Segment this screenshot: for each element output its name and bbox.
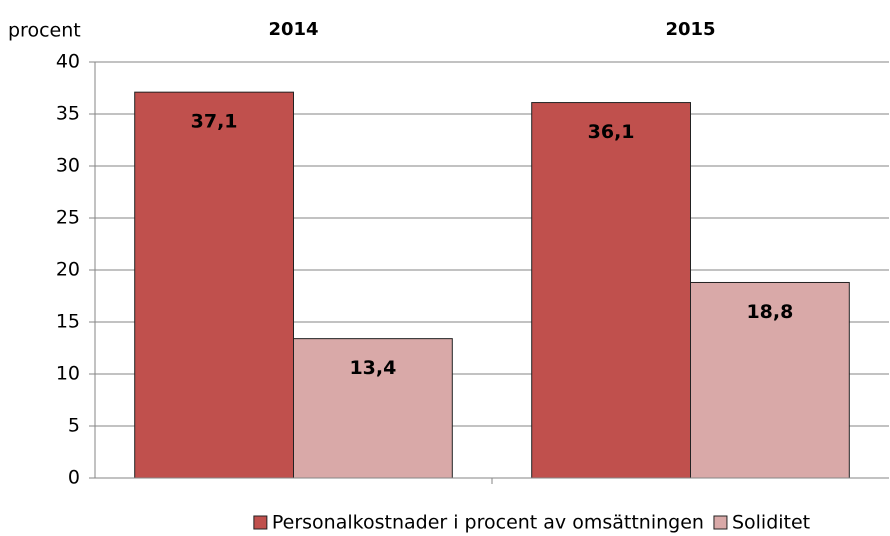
- y-tick-label: 0: [68, 467, 80, 489]
- legend-label: Soliditet: [732, 512, 810, 534]
- category-label: 2015: [665, 19, 715, 40]
- bar: [293, 338, 453, 479]
- bar: [134, 91, 294, 479]
- y-tick-label: 25: [56, 207, 80, 229]
- y-tick-label: 30: [56, 155, 80, 177]
- bar: [531, 102, 692, 479]
- y-axis-label: procent: [8, 20, 81, 42]
- legend-swatch: [253, 515, 268, 530]
- y-tick-label: 10: [56, 363, 80, 385]
- y-tick-label: 40: [56, 51, 80, 73]
- value-label: 13,4: [349, 357, 396, 379]
- legend-swatch: [713, 515, 728, 530]
- y-tick-label: 15: [56, 311, 80, 333]
- bar: [690, 281, 850, 479]
- value-label: 36,1: [588, 121, 635, 143]
- category-label: 2014: [268, 19, 318, 40]
- legend-label: Personalkostnader i procent av omsättnin…: [272, 512, 704, 534]
- y-tick-label: 20: [56, 259, 80, 281]
- y-tick-label: 5: [68, 415, 80, 437]
- y-tick-label: 35: [56, 103, 80, 125]
- value-label: 37,1: [191, 111, 238, 133]
- value-label: 18,8: [746, 301, 793, 323]
